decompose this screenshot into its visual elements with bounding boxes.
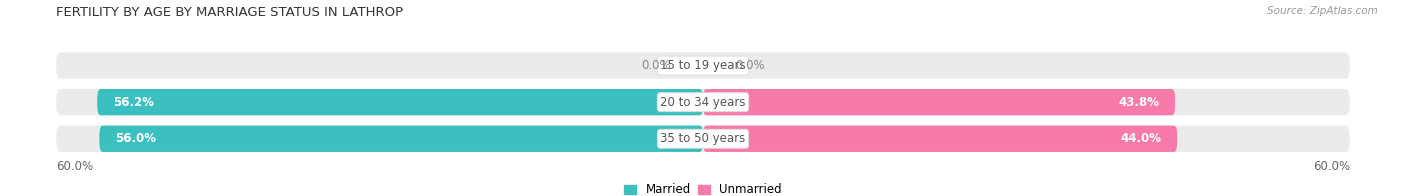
Text: 44.0%: 44.0% xyxy=(1121,132,1161,145)
Text: 0.0%: 0.0% xyxy=(735,59,765,72)
Text: 15 to 19 years: 15 to 19 years xyxy=(661,59,745,72)
Text: 60.0%: 60.0% xyxy=(56,160,93,173)
Text: 20 to 34 years: 20 to 34 years xyxy=(661,96,745,109)
FancyBboxPatch shape xyxy=(97,89,703,115)
Text: 35 to 50 years: 35 to 50 years xyxy=(661,132,745,145)
Text: 43.8%: 43.8% xyxy=(1118,96,1159,109)
FancyBboxPatch shape xyxy=(703,89,1175,115)
Text: 56.0%: 56.0% xyxy=(115,132,156,145)
Text: Source: ZipAtlas.com: Source: ZipAtlas.com xyxy=(1267,6,1378,16)
Text: 60.0%: 60.0% xyxy=(1313,160,1350,173)
FancyBboxPatch shape xyxy=(100,126,703,152)
Text: 56.2%: 56.2% xyxy=(114,96,155,109)
FancyBboxPatch shape xyxy=(703,126,1177,152)
Legend: Married, Unmarried: Married, Unmarried xyxy=(620,179,786,196)
Text: 0.0%: 0.0% xyxy=(641,59,671,72)
FancyBboxPatch shape xyxy=(56,126,1350,152)
Text: FERTILITY BY AGE BY MARRIAGE STATUS IN LATHROP: FERTILITY BY AGE BY MARRIAGE STATUS IN L… xyxy=(56,6,404,19)
FancyBboxPatch shape xyxy=(56,52,1350,79)
FancyBboxPatch shape xyxy=(56,89,1350,115)
